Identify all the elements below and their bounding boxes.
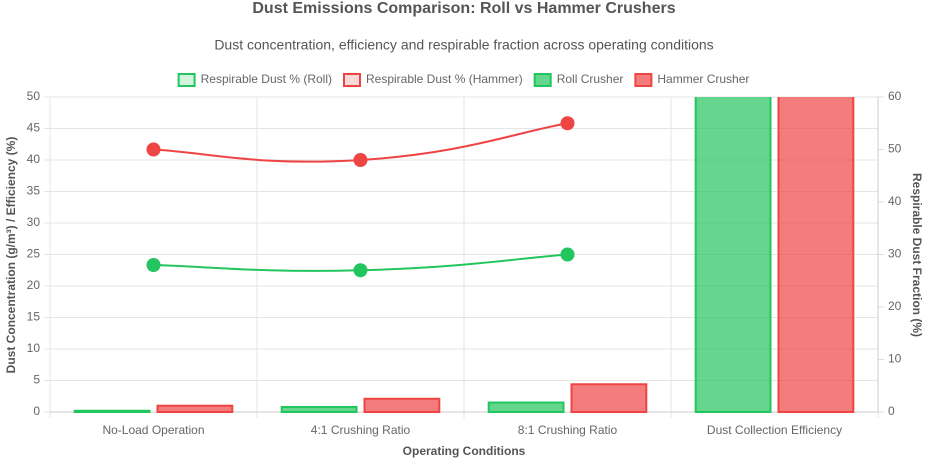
y-axis-title: Dust Concentration (g/m³) / Efficiency (… bbox=[4, 137, 18, 374]
y-tick-label: 40 bbox=[27, 152, 41, 166]
y-tick-label: 50 bbox=[27, 89, 41, 103]
bar bbox=[73, 409, 151, 413]
y2-tick-label: 30 bbox=[888, 247, 902, 261]
legend-label: Roll Crusher bbox=[557, 72, 624, 86]
y2-tick-label: 50 bbox=[888, 142, 902, 156]
bar bbox=[280, 405, 358, 413]
point bbox=[353, 153, 368, 167]
y-tick-label: 10 bbox=[27, 341, 41, 355]
x-tick-label: 4:1 Crushing Ratio bbox=[311, 423, 411, 437]
y2-tick-label: 10 bbox=[888, 352, 902, 366]
y-tick-label: 20 bbox=[27, 278, 41, 292]
y-tick-label: 25 bbox=[27, 247, 41, 261]
y2-tick-label: 0 bbox=[888, 404, 895, 418]
x-axis-title: Operating Conditions bbox=[403, 444, 526, 458]
legend-swatch bbox=[342, 73, 361, 87]
chart-subtitle: Dust concentration, efficiency and respi… bbox=[214, 37, 713, 53]
legend-label: Respirable Dust % (Roll) bbox=[201, 72, 332, 86]
legend-label: Hammer Crusher bbox=[657, 72, 749, 86]
y-tick-label: 5 bbox=[33, 373, 40, 387]
y-tick-label: 0 bbox=[33, 404, 40, 418]
y-tick-label: 45 bbox=[27, 121, 41, 135]
point bbox=[146, 258, 161, 272]
bar bbox=[694, 97, 772, 413]
y2-tick-label: 20 bbox=[888, 299, 902, 313]
bar bbox=[777, 97, 855, 413]
x-tick-label: No-Load Operation bbox=[102, 423, 204, 437]
point bbox=[560, 247, 575, 262]
bar bbox=[487, 401, 565, 413]
x-tick-label: Dust Collection Efficiency bbox=[707, 423, 842, 437]
chart-title: Dust Emissions Comparison: Roll vs Hamme… bbox=[252, 0, 675, 17]
bar bbox=[363, 397, 441, 413]
y-tick-label: 15 bbox=[27, 310, 41, 324]
point bbox=[146, 142, 161, 157]
legend-swatch bbox=[533, 73, 552, 87]
bar bbox=[570, 383, 648, 413]
legend: Respirable Dust % (Roll) Respirable Dust … bbox=[177, 72, 749, 87]
point bbox=[560, 116, 575, 131]
y2-tick-label: 40 bbox=[888, 194, 902, 208]
x-tick-label: 8:1 Crushing Ratio bbox=[518, 423, 618, 437]
y-tick-label: 35 bbox=[27, 184, 41, 198]
bar bbox=[156, 404, 234, 413]
legend-label: Respirable Dust % (Hammer) bbox=[366, 72, 523, 86]
y-tick-label: 30 bbox=[27, 215, 41, 229]
legend-swatch bbox=[634, 73, 653, 87]
plot-area bbox=[73, 97, 855, 413]
y2-tick-label: 60 bbox=[888, 89, 902, 103]
y2-axis-title: Respirable Dust Fraction (%) bbox=[910, 173, 924, 337]
legend-swatch bbox=[177, 73, 196, 87]
point bbox=[353, 263, 368, 278]
